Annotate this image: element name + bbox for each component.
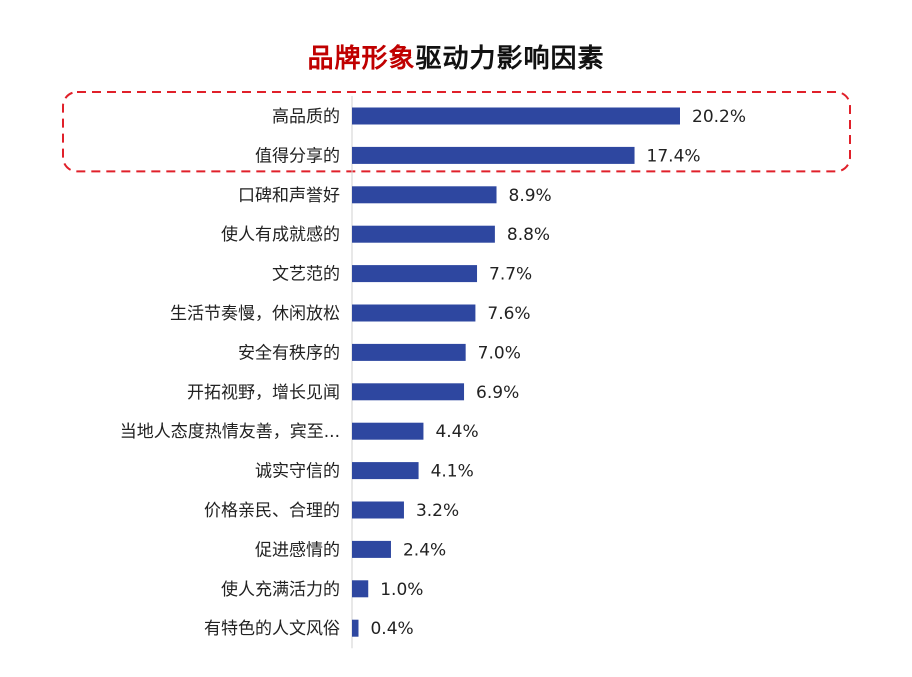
- chart-title: 品牌形象驱动力影响因素: [0, 38, 912, 75]
- category-label: 安全有秩序的: [238, 343, 340, 363]
- bar: [352, 304, 476, 322]
- chart-title-rest: 驱动力影响因素: [415, 44, 605, 74]
- category-label: 生活节奏慢，休闲放松: [170, 303, 340, 324]
- bar: [352, 107, 680, 125]
- bar: [352, 462, 419, 480]
- category-label: 文艺范的: [272, 265, 340, 285]
- bar: [352, 540, 391, 558]
- value-label: 20.2%: [692, 107, 746, 127]
- value-label: 4.1%: [431, 462, 474, 482]
- value-label: 7.0%: [478, 343, 521, 363]
- highlight-box: [62, 91, 851, 173]
- bars-group: 高品质的 20.2% 值得分享的 17.4% 口碑和声誉好 8.9% 使人有成就感的 8.8%…: [120, 107, 746, 639]
- category-label: 当地人态度热情友善，宾至...: [120, 422, 340, 442]
- bar: [352, 501, 404, 519]
- chart-title-highlight: 品牌形象: [307, 44, 416, 74]
- value-label: 1.0%: [380, 580, 423, 600]
- category-label: 价格亲民、合理的: [204, 501, 340, 521]
- bar: [352, 580, 369, 598]
- bar: [352, 619, 359, 637]
- bar: [352, 343, 466, 361]
- value-label: 17.4%: [647, 146, 701, 166]
- value-label: 6.9%: [476, 383, 519, 403]
- value-label: 7.6%: [487, 304, 530, 324]
- value-label: 7.7%: [489, 265, 532, 285]
- value-label: 0.4%: [370, 619, 413, 639]
- category-label: 值得分享的: [255, 146, 340, 166]
- value-label: 8.8%: [507, 225, 550, 245]
- category-label: 有特色的人文风俗: [204, 619, 340, 639]
- category-label: 开拓视野，增长见闻: [187, 383, 340, 403]
- value-label: 4.4%: [435, 422, 478, 442]
- bar: [352, 225, 495, 243]
- category-label: 高品质的: [272, 107, 340, 127]
- value-label: 2.4%: [403, 540, 446, 560]
- bar: [352, 146, 635, 164]
- bar: [352, 186, 497, 204]
- category-label: 使人充满活力的: [221, 579, 340, 600]
- category-label: 诚实守信的: [255, 462, 340, 482]
- bar: [352, 265, 478, 283]
- category-label: 口碑和声誉好: [238, 186, 340, 206]
- bar: [352, 422, 424, 440]
- bar: [352, 383, 465, 401]
- category-label: 促进感情的: [255, 540, 340, 560]
- value-label: 3.2%: [416, 501, 459, 521]
- category-label: 使人有成就感的: [221, 224, 340, 245]
- value-label: 8.9%: [509, 186, 552, 206]
